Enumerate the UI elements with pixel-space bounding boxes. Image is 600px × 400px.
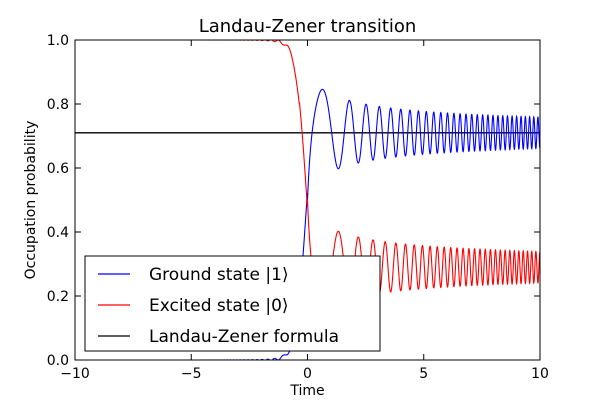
x-tick-label: 10 (531, 366, 549, 382)
chart-title: Landau-Zener transition (199, 16, 417, 37)
x-tick-label: 5 (419, 366, 428, 382)
legend-label: Landau-Zener formula (149, 327, 339, 347)
legend-box (84, 255, 381, 352)
legend-label: Ground state |1⟩ (149, 265, 289, 285)
y-tick-label: 0.0 (47, 353, 69, 369)
x-tick-label: −10 (60, 366, 90, 382)
series-layer (75, 40, 540, 360)
y-tick-label: 1.0 (47, 33, 69, 49)
series-line-excited-state (75, 40, 540, 312)
y-tick-label: 0.8 (47, 97, 69, 113)
x-axis-label: Time (289, 383, 324, 399)
y-tick-label: 0.4 (47, 225, 69, 241)
x-axis-ticks: −10 −5 0 5 10 (60, 40, 549, 382)
legend: Ground state |1⟩ Excited state |0⟩ Landau-… (84, 255, 381, 352)
y-axis-ticks: 0.0 0.2 0.4 0.6 0.8 1.0 (47, 33, 540, 369)
legend-label: Excited state |0⟩ (149, 296, 289, 316)
y-tick-label: 0.6 (47, 161, 69, 177)
x-tick-label: 0 (303, 366, 312, 382)
x-tick-label: −5 (181, 366, 202, 382)
y-axis-label: Occupation probability (23, 121, 39, 280)
y-tick-label: 0.2 (47, 289, 69, 305)
